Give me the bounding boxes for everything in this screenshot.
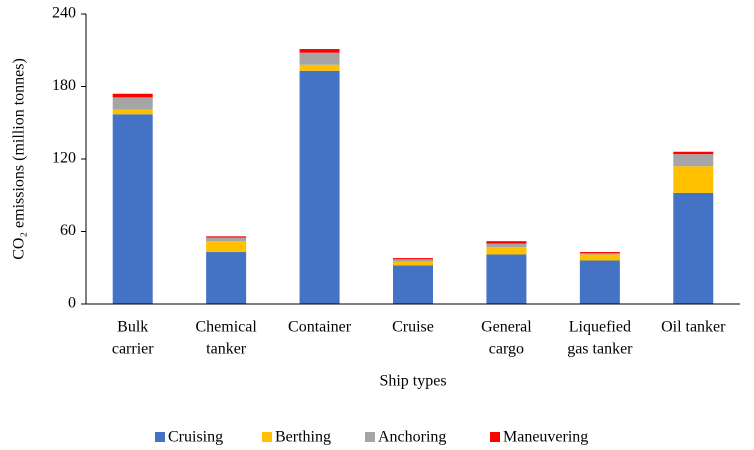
bar-segment — [393, 259, 433, 262]
x-axis-label: Ship types — [379, 373, 446, 390]
y-tick-label: 120 — [52, 150, 76, 167]
bar-segment — [579, 260, 620, 304]
bar-segment — [112, 93, 153, 98]
bar-segment — [393, 265, 433, 304]
x-tick-label: Oil tanker — [661, 319, 726, 336]
bar-segment — [112, 109, 153, 115]
bar-segment — [486, 243, 527, 248]
x-tick-label: cargo — [489, 341, 524, 358]
bar-segment — [579, 254, 620, 261]
x-tick-label: Cruise — [392, 319, 434, 336]
bar-segment — [673, 166, 714, 193]
legend-swatch — [365, 432, 375, 442]
legend-label: Maneuvering — [503, 429, 588, 446]
x-tick-label: Liquefied — [569, 319, 631, 336]
bar-segment — [673, 151, 714, 155]
bar-segment — [299, 49, 340, 53]
x-tick-label: gas tanker — [567, 341, 633, 358]
x-tick-label: carrier — [112, 341, 154, 358]
bar-segment — [393, 261, 433, 266]
bar-segment — [486, 241, 527, 244]
y-tick-label: 0 — [68, 295, 76, 312]
x-tick-label: Container — [288, 319, 352, 336]
bar-segment — [206, 252, 247, 304]
bar-segment — [486, 247, 527, 255]
bar-segment — [299, 52, 340, 65]
x-tick-label: Bulk — [117, 319, 148, 336]
legend-swatch — [155, 432, 165, 442]
bar-segment — [579, 252, 620, 254]
y-tick-label: 240 — [52, 5, 76, 22]
bar-segment — [299, 64, 340, 71]
bar-segment — [206, 237, 247, 242]
legend-swatch — [490, 432, 500, 442]
legend-label: Cruising — [168, 429, 223, 446]
legend-swatch — [262, 432, 272, 442]
bar-segment — [299, 70, 340, 305]
x-tick-label: tanker — [206, 341, 247, 358]
bar-segment — [112, 114, 153, 305]
bar-segment — [393, 258, 433, 260]
y-tick-label: 60 — [60, 222, 76, 239]
bar-segment — [673, 154, 714, 167]
bar-segment — [206, 236, 247, 238]
y-tick-label: 180 — [52, 77, 76, 94]
legend-label: Berthing — [275, 429, 331, 446]
bar-segment — [112, 97, 153, 110]
bar-segment — [673, 192, 714, 304]
bar-segment — [206, 241, 247, 253]
bar-segment — [486, 254, 527, 304]
x-tick-label: Chemical — [195, 319, 257, 336]
legend-label: Anchoring — [378, 429, 446, 446]
y-axis-label: CO₂ emissions (million tonnes) — [11, 58, 28, 260]
x-tick-label: General — [481, 319, 532, 336]
bar-segment — [579, 253, 620, 255]
